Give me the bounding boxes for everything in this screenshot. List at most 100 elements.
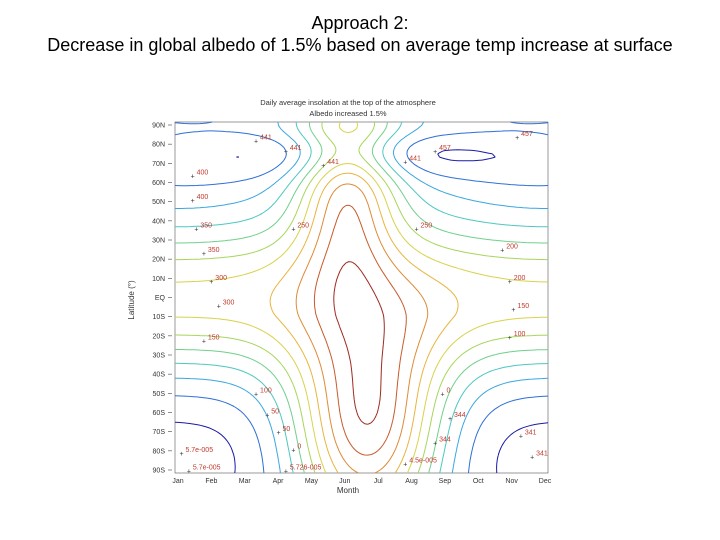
contour-line <box>333 261 385 425</box>
contour-label: 441 <box>327 159 339 166</box>
contour-label: 250 <box>297 222 309 229</box>
contour-label: 400 <box>197 194 209 201</box>
contour-label: 100 <box>514 331 526 338</box>
contour-label: 0 <box>297 443 301 450</box>
plot-area <box>174 121 549 474</box>
x-tick-label: Feb <box>205 478 217 485</box>
contour-label-marker: + <box>194 226 198 233</box>
contour-label: 457 <box>521 131 533 138</box>
y-axis-label: Latitude (°) <box>127 280 136 320</box>
contour-label-marker: + <box>508 335 512 342</box>
contour-line <box>175 121 549 474</box>
contour-label-marker: + <box>217 304 221 311</box>
contour-label-marker: + <box>187 468 191 475</box>
y-tick-label: 30S <box>153 353 166 360</box>
contour-label: 341 <box>536 450 548 457</box>
contour-line <box>174 149 549 474</box>
contour-label: 341 <box>525 429 537 436</box>
contour-labels: 441+441+441+441+457+457+400+400+350+350+… <box>179 131 547 475</box>
x-tick-label: Apr <box>273 478 285 485</box>
contour-label: 457 <box>439 145 451 152</box>
contour-label: 441 <box>260 135 272 142</box>
x-tick-label: Nov <box>505 478 518 485</box>
y-tick-label: EQ <box>155 295 166 302</box>
y-tick-label: 60N <box>152 180 165 187</box>
contour-label-marker: + <box>202 339 206 346</box>
x-tick-label: Mar <box>239 478 252 485</box>
contour-label: 100 <box>260 387 272 394</box>
contour-label-marker: + <box>414 226 418 233</box>
contour-label-marker: + <box>265 412 269 419</box>
y-tick-label: 20N <box>152 257 165 264</box>
contour-label-marker: + <box>179 451 183 458</box>
x-axis-label: Month <box>337 486 359 495</box>
contour-label: 50 <box>282 426 290 433</box>
slide-title: Approach 2: Decrease in global albedo of… <box>0 12 720 56</box>
contour-line <box>174 121 549 474</box>
contour-label: 5.726-005 <box>290 464 322 471</box>
contour-line <box>174 121 549 474</box>
contour-label-marker: + <box>284 468 288 475</box>
contour-label: 441 <box>409 156 421 163</box>
contour-line <box>174 121 549 474</box>
contour-label-marker: + <box>511 307 515 314</box>
y-tick-label: 50S <box>153 391 166 398</box>
contour-label-marker: + <box>191 174 195 181</box>
contour-label: 250 <box>420 222 432 229</box>
y-tick-label: 60S <box>153 410 166 417</box>
y-tick-label: 90S <box>153 468 166 475</box>
contour-label-marker: + <box>202 251 206 258</box>
y-tick-label: 50N <box>152 199 165 206</box>
contour-label: 4.5e-005 <box>409 457 437 464</box>
contour-label-marker: + <box>433 149 437 156</box>
contour-line <box>269 172 459 474</box>
contour-label-marker: + <box>441 391 445 398</box>
contour-label-marker: + <box>515 135 519 142</box>
contour-label-marker: + <box>530 454 534 461</box>
contour-label: 200 <box>506 243 518 250</box>
contour-label: 300 <box>223 300 235 307</box>
x-tick-label: Aug <box>405 478 418 485</box>
contour-label-marker: + <box>508 279 512 286</box>
y-tick-label: 30N <box>152 238 165 245</box>
contour-label-marker: + <box>448 416 452 423</box>
contour-label-marker: + <box>284 149 288 156</box>
contour-label: 150 <box>517 303 529 310</box>
y-tick-label: 80N <box>152 142 165 149</box>
contour-label-marker: + <box>291 226 295 233</box>
contour-line <box>174 121 549 474</box>
insolation-contour-chart: Daily average insolation at the top of t… <box>127 98 552 495</box>
x-tick-label: Dec <box>539 478 552 485</box>
contour-line <box>313 204 407 456</box>
y-tick-label: 40S <box>153 372 166 379</box>
contour-label-marker: + <box>500 247 504 254</box>
contour-label: 5.7e-005 <box>185 447 213 454</box>
contour-label: 344 <box>454 412 466 419</box>
contour-label-marker: + <box>291 447 295 454</box>
contour-label-marker: + <box>519 433 523 440</box>
contour-label: 50 <box>271 408 279 415</box>
contour-line <box>175 121 549 474</box>
x-axis-ticks: Jan Feb Mar Apr May Jun Jul Aug Sep Oct Nov Dec <box>172 478 551 485</box>
contour-label-marker: + <box>209 279 213 286</box>
x-tick-label: Sep <box>439 478 452 485</box>
contour-label: 350 <box>208 247 220 254</box>
x-tick-label: Jun <box>339 478 350 485</box>
slide-title-line-1: Approach 2: <box>311 13 409 33</box>
chart-subtitle: Albedo increased 1.5% <box>309 109 386 118</box>
contour-label-marker: + <box>433 440 437 447</box>
contour-label-marker: + <box>403 160 407 167</box>
x-tick-label: Jul <box>374 478 383 485</box>
y-axis-ticks: 90N 80N 70N 60N 50N 40N 30N 20N 10N EQ 10S 20S 30S 40… <box>152 123 172 475</box>
slide-title-line-2: Decrease in global albedo of 1.5% based … <box>47 35 673 55</box>
contour-label: 400 <box>197 170 209 177</box>
y-tick-label: 80S <box>153 448 166 455</box>
contour-label: 150 <box>208 335 220 342</box>
contour-label-marker: + <box>276 430 280 437</box>
contour-label-marker: + <box>191 198 195 205</box>
contour-label: 200 <box>514 275 526 282</box>
y-tick-label: 70S <box>153 429 166 436</box>
contour-label-marker: + <box>254 391 258 398</box>
x-tick-label: Jan <box>172 478 183 485</box>
contour-label-marker: + <box>403 461 407 468</box>
